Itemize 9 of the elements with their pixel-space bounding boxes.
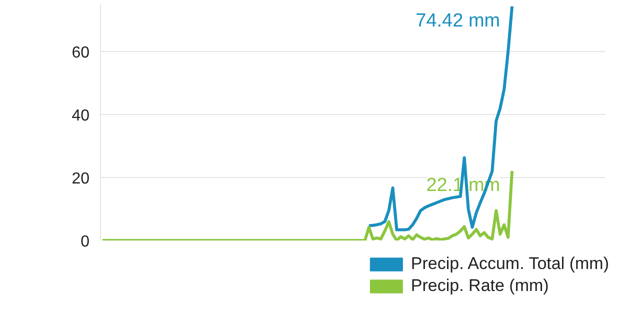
line-series <box>100 169 514 240</box>
y-tick-label: 0 <box>80 234 90 250</box>
legend-label: Precip. Rate (mm) <box>410 276 549 296</box>
y-tick-label: 60 <box>72 44 90 62</box>
annotation: 74.42 mm <box>416 10 500 32</box>
y-tick-label: 40 <box>72 108 90 125</box>
legend-label: Precip. Accum. Total (mm) <box>410 254 609 274</box>
y-tick-label: 20 <box>72 170 90 188</box>
line-series <box>367 4 514 232</box>
